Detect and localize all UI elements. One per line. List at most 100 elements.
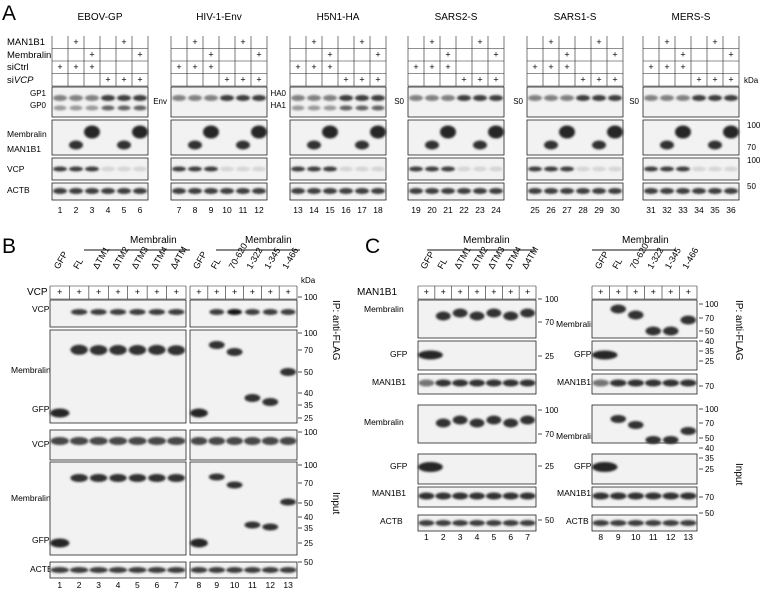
band-vcp (724, 166, 738, 172)
blot-vcp-ip (189, 299, 298, 328)
band-membralin (89, 474, 108, 482)
band-actb (244, 567, 261, 573)
blot-membralin-ip (591, 299, 698, 339)
band-man1b1 (519, 492, 536, 500)
plus-sign: + (728, 75, 733, 85)
band-virus (236, 95, 250, 101)
plus-sign: + (77, 287, 82, 297)
marker-label: 35 (304, 401, 313, 410)
blot-membralin-man1b1 (407, 119, 505, 156)
band-actb (355, 188, 369, 194)
band-actb (489, 188, 503, 194)
band-membralin (680, 427, 696, 435)
protein-label: GP0 (30, 101, 47, 110)
plus-sign: + (208, 50, 213, 60)
plus-sign: + (493, 75, 498, 85)
virus-title: H5N1-HA (317, 12, 360, 23)
marker-label: 50 (304, 368, 313, 377)
blot-label-man1b1-c-in: MAN1B1 (372, 488, 406, 498)
band-gfp (592, 350, 618, 360)
lane-number: 3 (458, 532, 463, 542)
marker-label: 40 (705, 444, 714, 453)
band-man1b1 (469, 492, 485, 500)
band-man1b1 (485, 492, 502, 500)
construct-label: 1-466 (680, 246, 700, 271)
band-vcp (307, 166, 321, 172)
marker-label: 50 (705, 327, 714, 336)
marker-label: 70 (304, 346, 313, 355)
plus-sign: + (532, 62, 537, 72)
lane-number: 21 (443, 205, 453, 215)
construct-label: GFP (419, 250, 437, 271)
plus-sign: + (224, 75, 229, 85)
band-man1b1 (355, 140, 369, 150)
panel-b-letter: B (2, 235, 16, 258)
plus-sign: + (176, 62, 181, 72)
band-membralin (148, 344, 166, 355)
band-virus (441, 95, 455, 101)
plus-sign: + (728, 50, 733, 60)
band-vcp (409, 166, 423, 172)
band-man1b1 (418, 379, 435, 387)
band-membralin (370, 125, 386, 139)
band-gfp (592, 462, 618, 472)
construct-label: FL (209, 257, 223, 271)
band-membralin (70, 474, 88, 482)
blot-vcp (526, 157, 624, 181)
marker-label: 100 (304, 329, 318, 338)
band-man1b1 (660, 140, 674, 150)
plus-sign: + (96, 287, 101, 297)
band-actb (252, 188, 266, 194)
construct-label: Δ4TM (520, 245, 541, 271)
row-label-man1b1: MAN1B1 (7, 37, 45, 48)
blot-virus-protein (51, 86, 149, 118)
kda-label-a: kDa (744, 76, 759, 85)
plus-sign: + (508, 287, 513, 297)
plus-sign: + (413, 62, 418, 72)
blot-label-gfp-c-in-r: GFP (574, 461, 592, 471)
band-actb (645, 520, 662, 526)
band-virus (133, 95, 147, 101)
lane-number: 11 (649, 532, 658, 542)
band-actb (147, 567, 167, 573)
band-actb (236, 188, 250, 194)
blot-actb (289, 182, 387, 201)
band-vcp (692, 166, 706, 172)
band-virus (560, 95, 574, 101)
protein-label: S0 (629, 97, 639, 106)
band-membralin (128, 474, 147, 482)
blot-man1b1-in (591, 486, 698, 508)
band-vcp (85, 166, 99, 172)
lane-number: 11 (248, 580, 257, 590)
band-vcp (339, 166, 353, 172)
blot-label-membralin-c-in-r: Membralin (556, 431, 596, 441)
lane-number: 35 (710, 205, 720, 215)
band-virus (307, 105, 321, 111)
plus-sign: + (686, 287, 691, 297)
lane-number: 9 (214, 580, 219, 590)
band-man1b1 (592, 492, 609, 500)
band-actb (519, 520, 536, 526)
band-vcp (676, 166, 690, 172)
blot-actb-c (591, 514, 698, 532)
construct-label: FL (610, 257, 624, 271)
band-man1b1 (418, 492, 435, 500)
band-vcp (644, 166, 658, 172)
lane-number: 31 (646, 205, 656, 215)
blot-virus-protein (407, 86, 505, 118)
band-man1b1 (662, 492, 679, 500)
band-membralin (280, 368, 297, 376)
plus-sign: + (580, 75, 585, 85)
band-actb (544, 188, 558, 194)
header-membralin-c-left: Membralin (463, 235, 510, 246)
band-actb (418, 520, 435, 526)
lane-number: 8 (197, 580, 202, 590)
plus-sign: + (135, 287, 140, 297)
construct-label: FL (71, 257, 85, 271)
band-vcp (204, 166, 218, 172)
lane-number: 1 (57, 580, 62, 590)
lane-number: 32 (662, 205, 672, 215)
lane-number: 12 (666, 532, 676, 542)
band-actb (435, 520, 452, 526)
plus-sign: + (57, 287, 62, 297)
